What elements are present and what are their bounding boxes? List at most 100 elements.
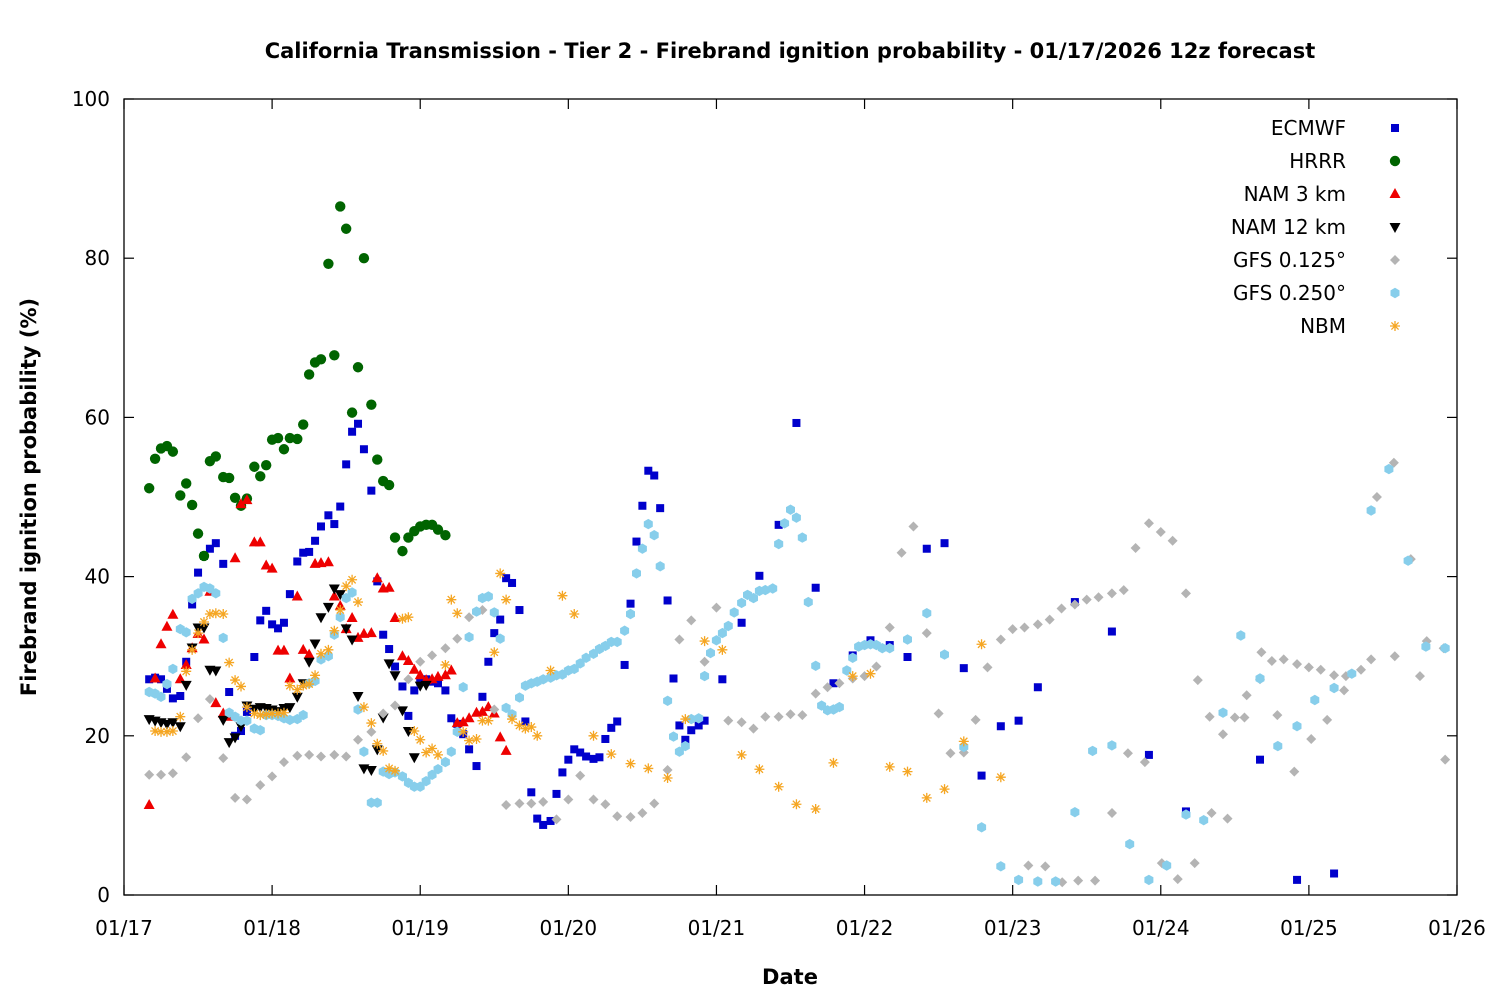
point-ecmwf [484, 657, 493, 666]
point-gfs-0-125 [341, 751, 352, 762]
point-nbm [347, 574, 358, 585]
point-nbm [236, 681, 247, 692]
point-nbm [501, 594, 512, 605]
point-gfs-0-250 [1384, 463, 1394, 475]
point-gfs-0-250 [694, 713, 704, 724]
point-ecmwf [595, 753, 604, 762]
point-ecmwf [441, 686, 450, 695]
point-gfs-0-125 [390, 700, 401, 711]
point-gfs-0-250 [495, 633, 505, 644]
series-hrrr [143, 201, 451, 562]
point-nbm [156, 726, 167, 737]
point-nbm [958, 736, 969, 747]
point-gfs-0-250 [515, 692, 524, 703]
point-ecmwf [700, 716, 709, 725]
point-gfs-0-250 [797, 532, 807, 543]
chart-title: California Transmission - Tier 2 - Fireb… [265, 39, 1316, 63]
point-gfs-0-125 [156, 769, 167, 780]
legend-label: NAM 3 km [1244, 182, 1346, 206]
point-gfs-0-250 [156, 691, 166, 702]
y-axis: 0 20 40 60 80 100 [72, 87, 1457, 907]
point-gfs-0-250 [193, 588, 203, 599]
point-ecmwf [903, 652, 912, 661]
point-ecmwf [650, 471, 659, 480]
point-gfs-0-250 [458, 682, 468, 693]
point-gfs-0-125 [810, 688, 821, 699]
point-nam-12-km [389, 671, 401, 682]
point-nam-3-km [210, 697, 222, 708]
point-nam-12-km [315, 613, 327, 624]
point-gfs-0-125 [1204, 711, 1215, 722]
point-nbm [865, 668, 876, 679]
point-gfs-0-125 [440, 643, 451, 654]
point-gfs-0-125 [1322, 714, 1333, 725]
point-gfs-0-250 [359, 746, 369, 757]
point-gfs-0-250 [885, 643, 895, 654]
point-nbm [471, 733, 482, 744]
series-gfs-0-125 [144, 457, 1451, 888]
point-nbm [427, 743, 438, 754]
point-gfs-0-125 [1106, 588, 1117, 599]
point-ecmwf [490, 629, 499, 638]
point-nbm [464, 735, 475, 746]
point-hrrr [372, 454, 383, 465]
point-gfs-0-125 [970, 714, 981, 725]
point-nbm [298, 680, 309, 691]
point-gfs-0-125 [218, 753, 229, 764]
point-gfs-0-125 [834, 678, 845, 689]
point-gfs-0-125 [908, 521, 919, 532]
point-nbm [588, 730, 599, 741]
point-gfs-0-125 [378, 708, 389, 719]
point-hrrr [298, 419, 309, 430]
point-nbm [315, 648, 326, 659]
point-nbm [557, 590, 568, 601]
point-nam-12-km [352, 692, 364, 702]
point-gfs-0-125 [1389, 651, 1400, 662]
point-gfs-0-125 [1172, 874, 1183, 885]
point-gfs-0-125 [415, 656, 426, 667]
point-gfs-0-125 [588, 794, 599, 805]
point-hrrr [329, 350, 340, 361]
point-nbm [643, 763, 654, 774]
point-nam-3-km [155, 638, 167, 649]
point-nam-12-km [291, 692, 303, 703]
x-tick-label: 01/19 [391, 916, 449, 940]
point-gfs-0-125 [563, 794, 574, 805]
point-ecmwf [940, 539, 949, 548]
point-nbm [995, 772, 1006, 783]
point-gfs-0-250 [626, 608, 635, 620]
point-gfs-0-125 [884, 622, 895, 633]
point-gfs-0-250 [686, 713, 696, 725]
point-gfs-0-125 [785, 709, 796, 720]
y-tick-label: 0 [97, 883, 110, 907]
legend-item-gfs-0-125: GFS 0.125° [1233, 248, 1400, 272]
point-ecmwf [385, 645, 394, 654]
point-nam-12-km [334, 590, 346, 601]
point-nam-12-km [167, 718, 179, 729]
point-nbm [440, 659, 451, 670]
point-gfs-0-250 [1014, 874, 1024, 886]
point-nam-3-km [463, 712, 475, 723]
point-gfs-0-125 [1143, 518, 1154, 529]
point-ecmwf [663, 596, 672, 605]
point-gfs-0-250 [1403, 555, 1413, 566]
point-nam-12-km [229, 733, 241, 744]
point-ecmwf [262, 606, 271, 615]
point-gfs-0-250 [760, 584, 770, 596]
point-ecmwf [576, 748, 585, 757]
point-gfs-0-125 [1388, 457, 1399, 468]
series-nbm [150, 568, 1006, 815]
point-gfs-0-125 [353, 734, 364, 745]
point-ecmwf [521, 717, 530, 726]
point-gfs-0-250 [877, 643, 887, 654]
point-hrrr [167, 446, 179, 457]
point-gfs-0-125 [1306, 733, 1317, 744]
point-ecmwf [1144, 750, 1153, 759]
point-ecmwf [922, 544, 931, 553]
point-ecmwf [1293, 875, 1302, 884]
point-nbm [204, 609, 215, 620]
legend-label: NAM 12 km [1231, 215, 1346, 239]
y-tick-label: 20 [85, 724, 110, 748]
point-gfs-0-125 [1192, 675, 1203, 686]
